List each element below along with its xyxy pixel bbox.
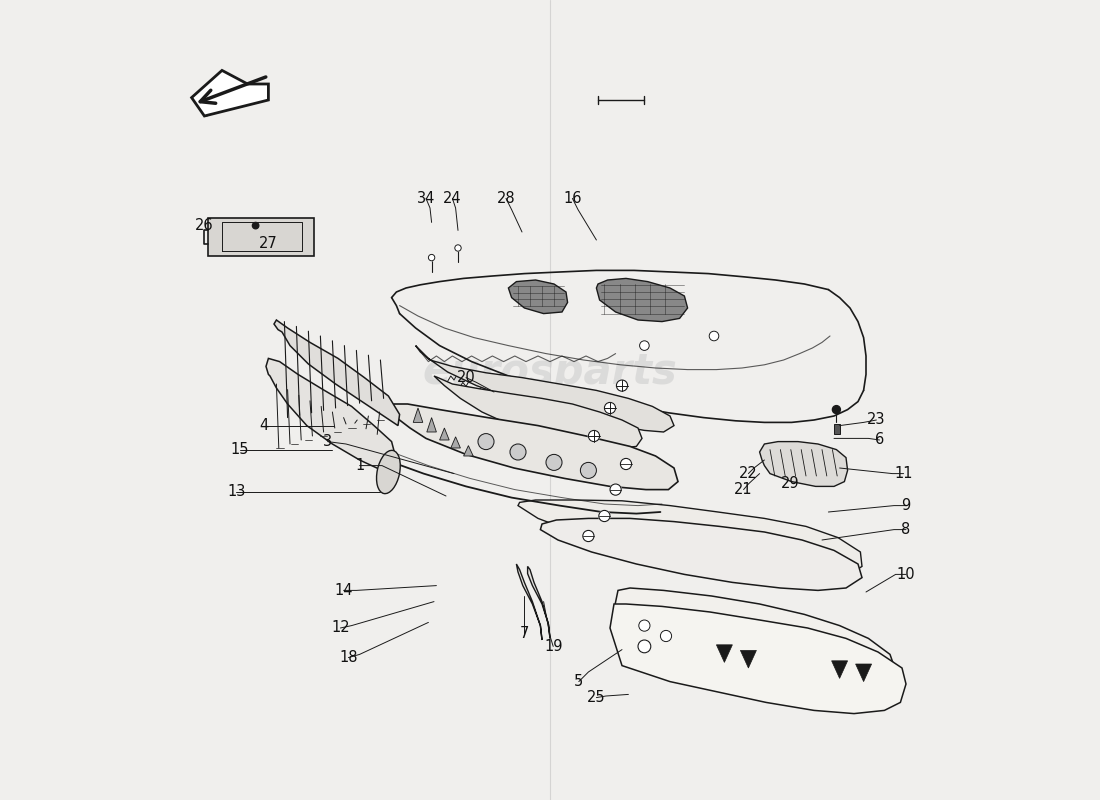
Circle shape [604,402,616,414]
Circle shape [610,484,621,495]
Ellipse shape [376,450,400,494]
Polygon shape [266,358,396,470]
Text: 18: 18 [339,650,358,665]
Text: 5: 5 [574,674,583,689]
Polygon shape [760,442,848,486]
Circle shape [833,406,840,414]
Polygon shape [208,218,314,256]
Text: 1: 1 [355,458,364,473]
Polygon shape [740,650,757,668]
Text: eurosparts: eurosparts [422,351,678,393]
Text: 27: 27 [258,237,278,251]
Polygon shape [434,376,642,448]
Circle shape [583,530,594,542]
Polygon shape [191,70,268,116]
Polygon shape [614,588,895,692]
Text: 26: 26 [195,218,213,233]
Polygon shape [440,428,449,440]
Circle shape [598,510,611,522]
Polygon shape [508,280,568,314]
Text: 7: 7 [519,626,529,641]
Circle shape [710,331,718,341]
Polygon shape [416,346,674,432]
Polygon shape [528,566,550,638]
Polygon shape [386,404,678,490]
Circle shape [454,245,461,251]
Polygon shape [191,98,208,116]
Text: 8: 8 [901,522,911,537]
Circle shape [428,254,435,261]
Polygon shape [427,418,437,432]
Circle shape [639,620,650,631]
Text: 6: 6 [874,433,884,447]
Polygon shape [451,437,461,448]
Circle shape [620,458,631,470]
Polygon shape [516,564,542,640]
Text: 16: 16 [563,191,582,206]
Text: 34: 34 [417,191,436,206]
Polygon shape [274,320,399,426]
Text: 21: 21 [735,482,752,497]
Text: 19: 19 [544,639,562,654]
Circle shape [616,380,628,391]
Polygon shape [834,424,839,434]
Text: 13: 13 [228,485,245,499]
Circle shape [581,462,596,478]
Text: 23: 23 [867,413,886,427]
Circle shape [252,222,258,229]
Text: 24: 24 [443,191,462,206]
Polygon shape [716,645,733,662]
Polygon shape [414,408,422,422]
Text: 4: 4 [260,418,270,433]
Polygon shape [596,278,688,322]
Text: 29: 29 [781,477,800,491]
Circle shape [478,434,494,450]
Text: 25: 25 [587,690,606,705]
Circle shape [588,430,600,442]
Text: 20: 20 [456,370,475,385]
Polygon shape [518,500,862,578]
Text: 15: 15 [230,442,249,457]
Polygon shape [832,661,848,678]
Polygon shape [463,446,473,456]
Text: 12: 12 [331,621,350,635]
Circle shape [638,640,651,653]
Circle shape [510,444,526,460]
Polygon shape [610,604,906,714]
Text: 10: 10 [896,567,915,582]
Circle shape [639,341,649,350]
Text: 3: 3 [323,434,332,449]
Circle shape [660,630,672,642]
Polygon shape [540,518,862,590]
Polygon shape [856,664,871,682]
Text: 22: 22 [739,466,758,481]
Text: 14: 14 [334,583,353,598]
Text: 11: 11 [894,466,913,481]
Text: 28: 28 [497,191,515,206]
Circle shape [546,454,562,470]
Text: 9: 9 [901,498,911,513]
